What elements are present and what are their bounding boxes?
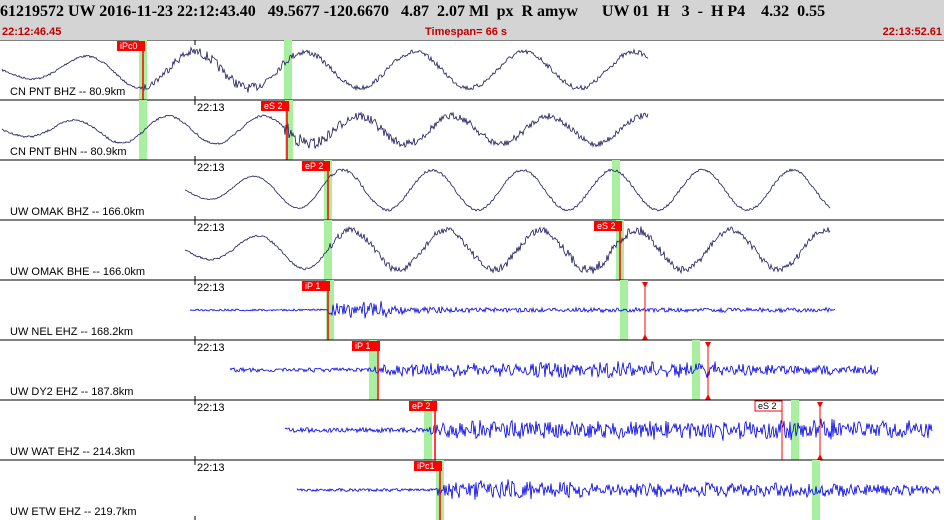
pick-window (424, 400, 432, 460)
pick-window (612, 160, 620, 220)
event-summary: 61219572 UW 2016-11-23 22:12:43.40 49.56… (0, 3, 826, 20)
waveform (189, 300, 836, 319)
pick2-tag[interactable] (754, 400, 783, 412)
timespan: Timespan= 66 s (425, 26, 508, 38)
pick-label: eP 2 (412, 401, 430, 411)
pick-window (812, 460, 820, 520)
waveform (296, 479, 941, 500)
time-tick-label: 22:13 (197, 342, 225, 354)
pick-tag[interactable] (302, 161, 330, 171)
pick-tag[interactable] (414, 461, 442, 471)
pick-window (139, 100, 147, 160)
station-label: UW OMAK BHZ -- 166.0km (10, 206, 144, 218)
event-header: 61219572 UW 2016-11-23 22:12:43.40 49.56… (0, 0, 944, 40)
time-tick-label: 22:13 (197, 282, 225, 294)
station-label: UW NEL EHZ -- 168.2km (10, 326, 133, 338)
station-label: UW DY2 EHZ -- 187.8km (10, 386, 133, 398)
trace-row[interactable]: 22:13 iP 1 UW NEL EHZ -- 168.2km (0, 279, 944, 340)
waveform (184, 226, 831, 275)
pick-tag[interactable] (261, 101, 289, 111)
trace-row[interactable]: 22:13 iP 1 UW DY2 EHZ -- 187.8km (0, 339, 944, 400)
pick-label: iP 1 (355, 341, 370, 351)
pick-label: eP 2 (305, 161, 323, 171)
pick-window (285, 100, 293, 160)
waveform (284, 418, 933, 441)
pick-window (326, 280, 334, 340)
trace-row[interactable]: iPc0 CN PNT BHZ -- 80.9km (0, 40, 944, 100)
trace-row[interactable]: 22:13 eP 2 eS 2 UW WAT EHZ -- 214.3km (0, 399, 944, 460)
pick-window (620, 280, 628, 340)
pick-tag[interactable] (302, 281, 330, 291)
time-tick-label: 22:13 (197, 402, 225, 414)
waveform (1, 46, 649, 93)
pick-window (791, 400, 799, 460)
pick-tag[interactable] (409, 401, 437, 411)
pick-marker-top (642, 282, 648, 288)
pick-label: eS 2 (597, 221, 616, 231)
pick-label: eS 2 (264, 101, 283, 111)
station-label: UW OMAK BHE -- 166.0km (10, 266, 145, 278)
pick-label: iPc0 (120, 41, 138, 51)
pick-marker-bottom (642, 334, 648, 340)
time-tick-label: 22:13 (197, 222, 225, 234)
pick-marker-bottom (817, 454, 823, 460)
station-label: CN PNT BHN -- 80.9km (10, 146, 127, 158)
pick-window (284, 40, 292, 100)
time-tick-label: 22:13 (197, 102, 225, 114)
seismogram-panel[interactable]: iPc0 CN PNT BHZ -- 80.9km 22:13 eS 2 CN PNT … (0, 40, 944, 520)
waveform (184, 168, 831, 212)
waveform (1, 111, 649, 149)
station-label: CN PNT BHZ -- 80.9km (10, 86, 125, 98)
pick-tag[interactable] (352, 341, 380, 351)
time-tick-label: 22:13 (197, 462, 225, 474)
station-label: UW WAT EHZ -- 214.3km (10, 446, 135, 458)
pick-marker-bottom (705, 394, 711, 400)
pick-tag[interactable] (117, 41, 145, 51)
pick-window (369, 340, 377, 400)
start-time: 22:12:46.45 (2, 26, 62, 38)
pick-tag[interactable] (594, 221, 622, 231)
pick-marker-top (817, 402, 823, 408)
trace-row[interactable]: 22:13 eS 2 UW OMAK BHE -- 166.0km (0, 219, 944, 280)
pick-window (692, 340, 700, 400)
trace-row[interactable]: 22:13 iPc1 UW ETW EHZ -- 219.7km (0, 459, 944, 520)
end-time: 22:13:52.61 (882, 26, 942, 38)
station-label: UW ETW EHZ -- 219.7km (10, 506, 137, 518)
pick-label: iPc1 (417, 461, 435, 471)
pick2-label: eS 2 (758, 401, 777, 411)
time-tick-label: 22:13 (197, 162, 225, 174)
trace-row[interactable]: 22:13 eS 2 CN PNT BHN -- 80.9km (0, 99, 944, 160)
waveform (229, 361, 879, 379)
pick-marker-top (705, 342, 711, 348)
trace-row[interactable]: 22:13 eP 2 UW OMAK BHZ -- 166.0km (0, 159, 944, 220)
pick-label: iP 1 (305, 281, 320, 291)
